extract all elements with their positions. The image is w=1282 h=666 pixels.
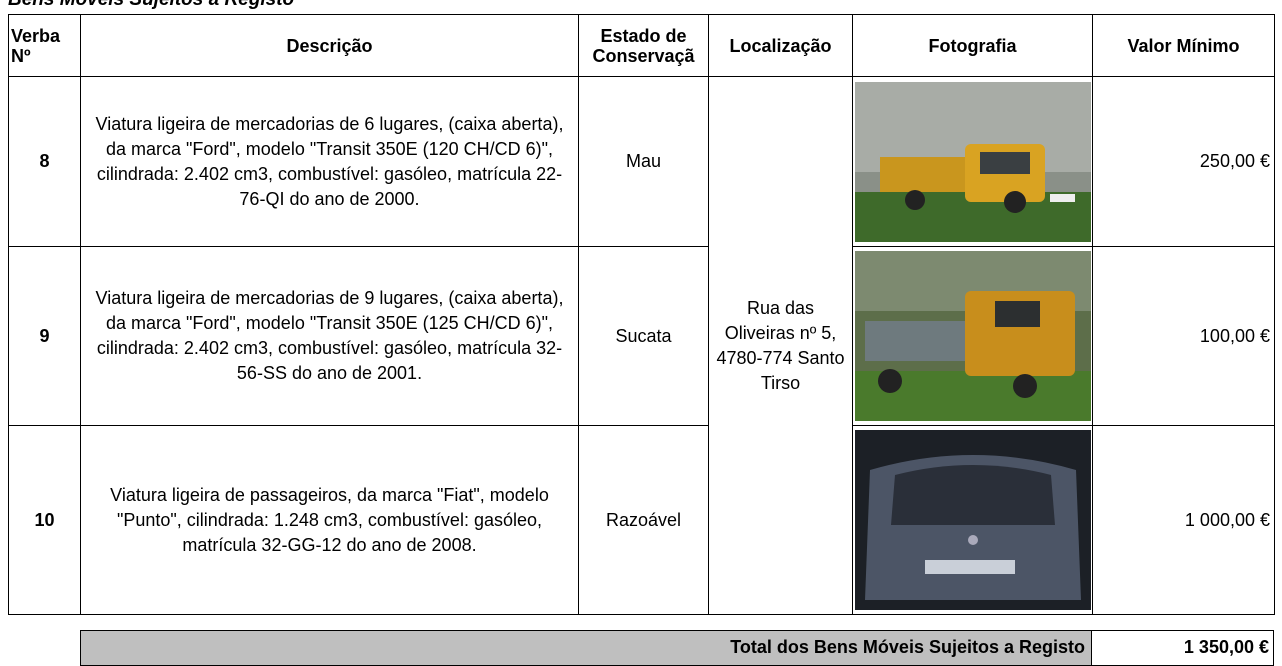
minimum-value: 100,00 €: [1092, 246, 1275, 426]
photo: [854, 251, 1091, 421]
photo: [854, 81, 1091, 242]
condition: Sucata: [578, 246, 709, 426]
condition: Mau: [578, 76, 709, 247]
total-label: Total dos Bens Móveis Sujeitos a Registo: [80, 630, 1092, 666]
minimum-value: 1 000,00 €: [1092, 425, 1275, 615]
page-title: Bens Móveis Sujeitos a Registo: [8, 0, 294, 11]
photo: [854, 430, 1091, 610]
photo-cell: [852, 425, 1093, 615]
lot-number: 10: [8, 425, 81, 615]
total-value: 1 350,00 €: [1092, 630, 1274, 666]
lot-number: 8: [8, 76, 81, 247]
description: Viatura ligeira de mercadorias de 6 luga…: [80, 76, 579, 247]
description: Viatura ligeira de mercadorias de 9 luga…: [80, 246, 579, 426]
column-header: Fotografia: [852, 14, 1093, 77]
condition: Razoável: [578, 425, 709, 615]
location: Rua das Oliveiras nº 5, 4780-774 Santo T…: [708, 76, 853, 615]
photo-cell: [852, 76, 1093, 247]
column-header: Descrição: [80, 14, 579, 77]
assets-table: Verba Nº Descrição Estado de Conservaçã …: [8, 14, 1275, 615]
description: Viatura ligeira de passageiros, da marca…: [80, 425, 579, 615]
lot-number: 9: [8, 246, 81, 426]
photo-cell: [852, 246, 1093, 426]
minimum-value: 250,00 €: [1092, 76, 1275, 247]
column-header: Valor Mínimo: [1092, 14, 1275, 77]
column-header: Localização: [708, 14, 853, 77]
column-header: Estado de Conservaçã: [578, 14, 709, 77]
column-header: Verba Nº: [8, 14, 81, 77]
